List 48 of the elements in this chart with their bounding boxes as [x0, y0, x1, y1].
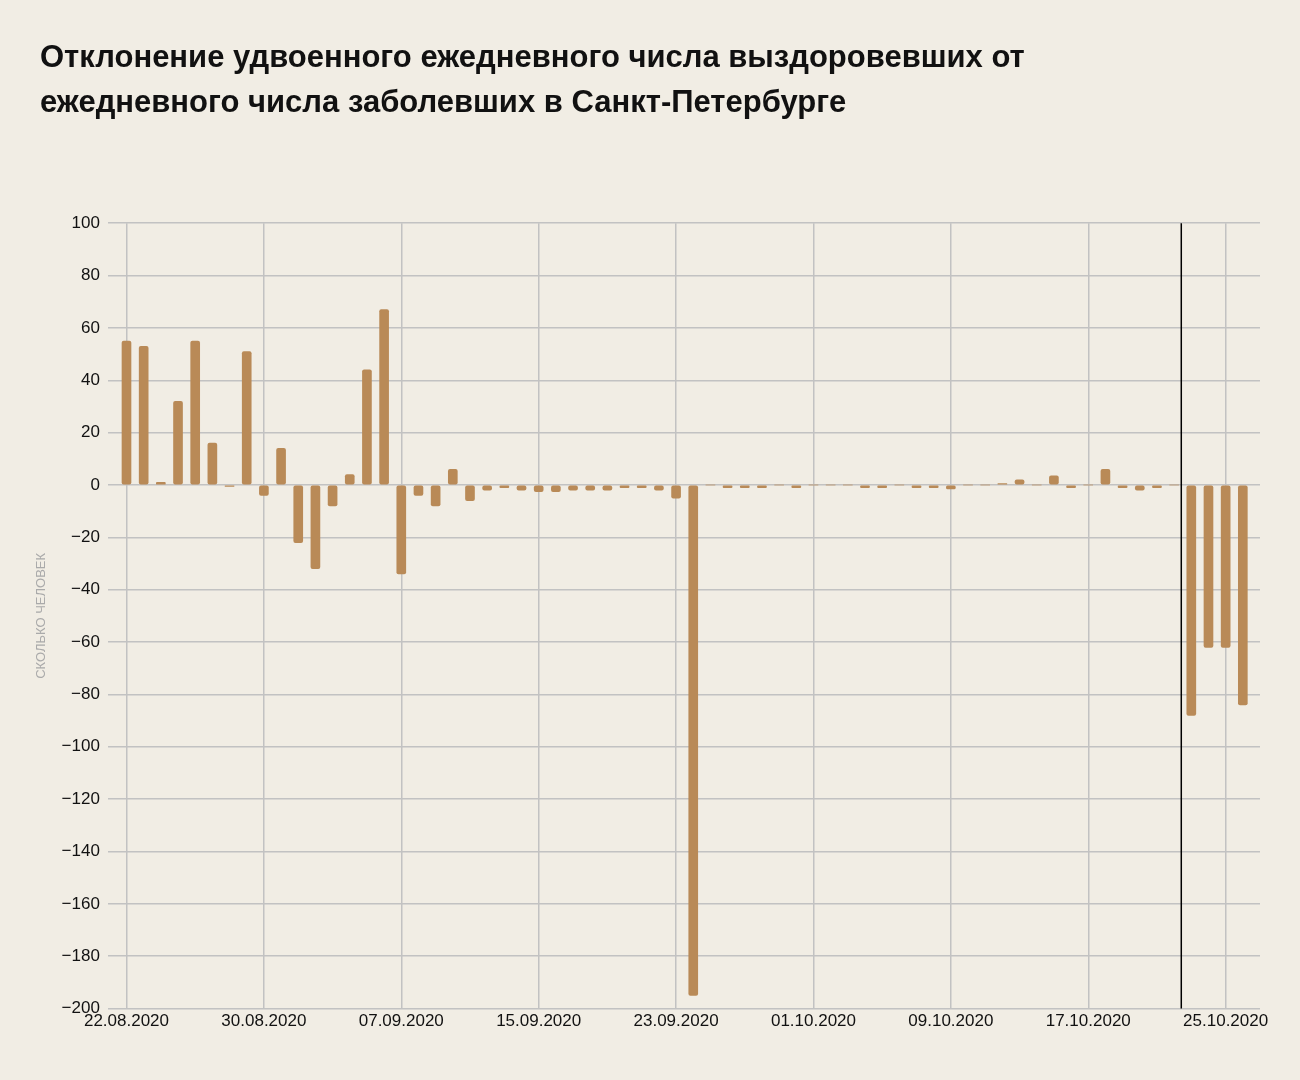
- bar: [430, 485, 441, 507]
- bar: [465, 485, 475, 502]
- y-tick-label: −40: [71, 579, 100, 599]
- bar: [396, 485, 407, 575]
- bar: [121, 340, 132, 485]
- x-tick-label: 01.10.2020: [770, 1011, 857, 1031]
- bar: [138, 345, 149, 485]
- bar: [310, 485, 321, 570]
- bar: [241, 351, 252, 485]
- bar: [327, 485, 338, 507]
- bar: [379, 309, 389, 485]
- y-axis-title: СКОЛЬКО ЧЕЛОВЕК: [33, 552, 49, 679]
- bar: [1100, 468, 1111, 485]
- y-tick-label: 40: [80, 369, 100, 389]
- y-tick-label: 60: [80, 317, 100, 337]
- x-tick-label: 30.08.2020: [221, 1011, 307, 1031]
- x-tick-label: 15.09.2020: [496, 1011, 582, 1031]
- y-tick-label: −180: [61, 945, 100, 965]
- bar: [1186, 485, 1197, 716]
- bar: [1238, 485, 1248, 706]
- bar: [688, 485, 699, 996]
- y-tick-label: −160: [61, 893, 100, 913]
- bar: [671, 485, 681, 499]
- bar: [207, 442, 218, 485]
- bar: [190, 340, 201, 485]
- y-tick-label: −60: [71, 631, 100, 651]
- y-tick-label: −120: [61, 788, 100, 808]
- bar: [447, 468, 458, 485]
- y-tick-label: 20: [80, 422, 100, 442]
- x-tick-label: 25.10.2020: [1183, 1011, 1269, 1031]
- bar: [1203, 485, 1214, 648]
- bar: [173, 400, 183, 485]
- x-tick-label: 23.09.2020: [633, 1011, 719, 1031]
- y-tick-label: −100: [61, 736, 100, 756]
- y-tick-label: −20: [71, 527, 100, 547]
- x-tick-label: 09.10.2020: [908, 1011, 994, 1031]
- chart-title: Отклонение удвоенного ежедневного числа выздоровевших от ежедневного числа заболевших в Санкт-Петербурге: [40, 38, 1026, 121]
- y-tick-label: −140: [61, 841, 100, 861]
- x-tick-label: 07.09.2020: [358, 1011, 444, 1031]
- x-tick-label: 17.10.2020: [1045, 1011, 1131, 1031]
- bar: [293, 485, 304, 543]
- bar: [362, 369, 372, 485]
- y-tick-label: 100: [71, 212, 100, 232]
- y-tick-label: 80: [80, 265, 100, 285]
- y-tick-label: −80: [71, 684, 100, 704]
- bar: [276, 448, 286, 485]
- y-tick-label: 0: [90, 474, 100, 494]
- bar: [1220, 485, 1231, 648]
